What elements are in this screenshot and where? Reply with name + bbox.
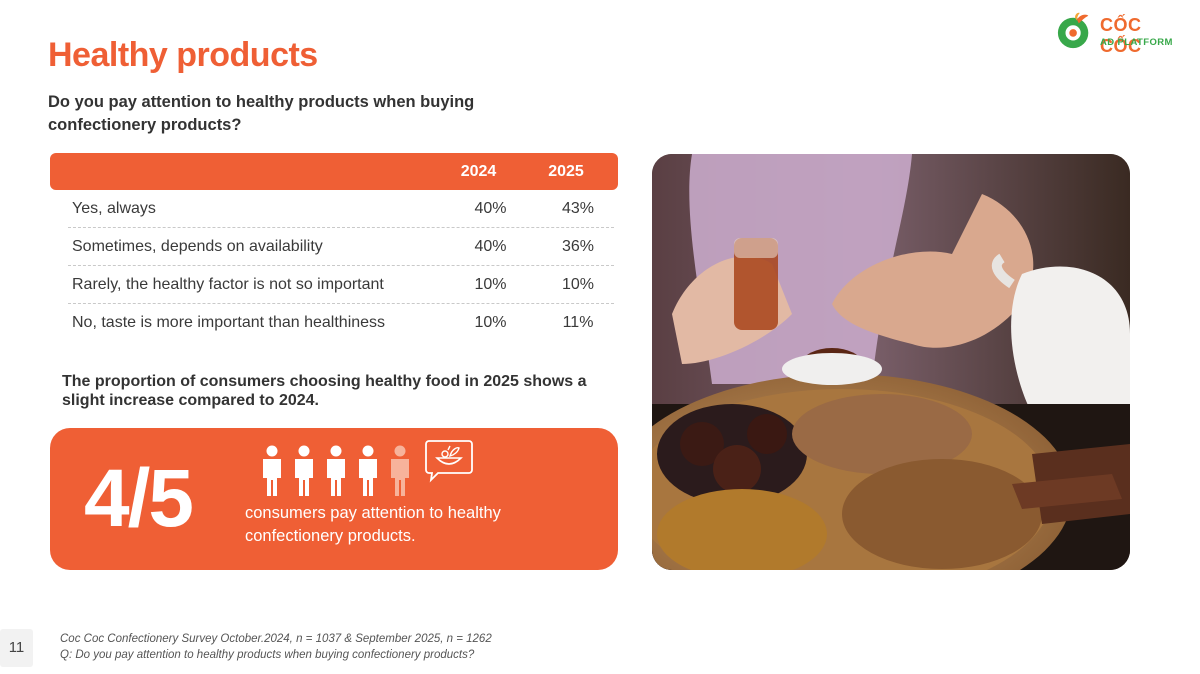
coccoc-logo-icon: [1057, 12, 1089, 49]
table-row: Rarely, the healthy factor is not so imp…: [68, 266, 614, 304]
survey-question: Do you pay attention to healthy products…: [48, 93, 475, 134]
page-number: 11: [0, 629, 33, 667]
table-row: Sometimes, depends on availability 40% 3…: [68, 228, 614, 266]
slide-title: Healthy products: [48, 36, 318, 74]
insight-note: The proportion of consumers choosing hea…: [62, 373, 587, 409]
row-label: Sometimes, depends on availability: [72, 237, 323, 255]
person-icon: [263, 445, 281, 496]
person-icon: [359, 445, 377, 496]
value-2025: 10%: [561, 275, 595, 293]
column-header-2024: 2024: [460, 162, 497, 180]
source-question: Q: Do you pay attention to healthy produ…: [60, 649, 475, 661]
table-row: No, taste is more important than healthi…: [68, 304, 614, 342]
value-2024: 10%: [474, 314, 507, 331]
logo-name: CỐC CỐC: [1100, 15, 1142, 56]
logo-subtitle: AD PLATFORM: [1100, 37, 1173, 48]
source-text: Coc Coc Confectionery Survey October.202…: [60, 633, 492, 645]
people-icons: [258, 444, 418, 500]
row-label: Yes, always: [72, 199, 156, 217]
survey-table: 2024 2025 Yes, always 40% 43% Sometimes,…: [50, 153, 618, 342]
person-icon: [327, 445, 345, 496]
highlight-card: 4/5 consumers pay attention to healthy c…: [50, 428, 618, 570]
value-2025: 11%: [562, 314, 594, 331]
dried-fruits-photo: [652, 154, 1130, 570]
table-header: 2024 2025: [50, 153, 618, 190]
value-2024: 10%: [474, 275, 507, 293]
value-2024: 40%: [474, 237, 507, 255]
value-2025: 43%: [561, 199, 595, 217]
column-header-2025: 2025: [548, 162, 584, 180]
coccoc-logo: CỐC CỐC AD PLATFORM: [1054, 12, 1184, 56]
row-label: Rarely, the healthy factor is not so imp…: [72, 275, 384, 293]
source-note: Coc Coc Confectionery Survey October.202…: [60, 631, 492, 663]
value-2024: 40%: [474, 199, 507, 217]
person-icon: [391, 445, 409, 496]
person-icon: [295, 445, 313, 496]
healthy-food-chat-icon: [425, 440, 473, 483]
row-label: No, taste is more important than healthi…: [72, 314, 386, 331]
highlight-text: consumers pay attention to healthy confe…: [245, 504, 501, 545]
highlight-fraction: 4/5: [84, 453, 194, 544]
table-row: Yes, always 40% 43%: [68, 190, 614, 228]
value-2025: 36%: [561, 237, 595, 255]
